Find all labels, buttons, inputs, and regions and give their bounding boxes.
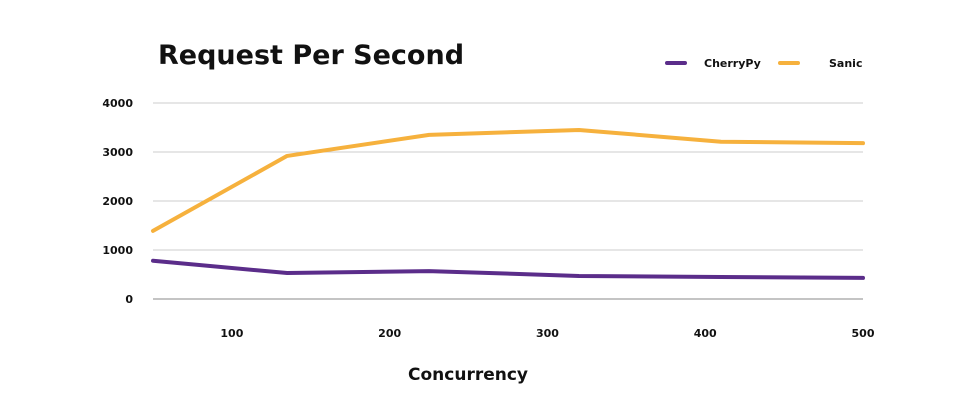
x-axis-label: Concurrency bbox=[408, 365, 528, 385]
legend-label-sanic: Sanic bbox=[829, 57, 862, 70]
series-group bbox=[151, 127, 865, 280]
x-tick-label-1: 200 bbox=[378, 327, 401, 340]
x-tick-label-4: 500 bbox=[852, 327, 875, 340]
x-tick-label-2: 300 bbox=[536, 327, 559, 340]
legend-label-cherrypy: CherryPy bbox=[704, 57, 761, 70]
chart-title: Request Per Second bbox=[158, 40, 464, 71]
y-axis-ticks: 0 1000 2000 3000 4000 bbox=[102, 97, 133, 306]
y-tick-label-0: 0 bbox=[125, 293, 133, 306]
y-tick-label-2: 2000 bbox=[102, 195, 133, 208]
x-axis-ticks: 100 200 300 400 500 bbox=[220, 327, 874, 340]
y-tick-label-1: 1000 bbox=[102, 244, 133, 257]
y-tick-label-3: 3000 bbox=[102, 146, 133, 159]
y-tick-label-4: 4000 bbox=[102, 97, 133, 110]
legend: CherryPy Sanic bbox=[665, 57, 862, 70]
grid-lines bbox=[153, 102, 863, 300]
x-tick-label-3: 400 bbox=[694, 327, 717, 340]
series-line-sanic bbox=[151, 127, 865, 233]
series-line-cherrypy bbox=[151, 258, 865, 280]
x-tick-label-0: 100 bbox=[220, 327, 243, 340]
